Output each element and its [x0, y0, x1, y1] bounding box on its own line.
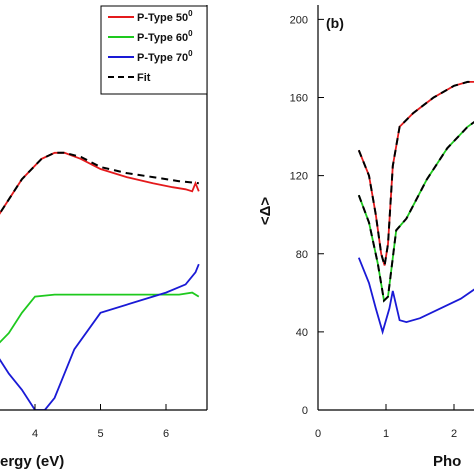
- panel-a-x-tick-label: 4: [32, 428, 38, 440]
- panel-b-y-tick-label: 0: [302, 405, 308, 417]
- panel-b-series-line-4: [357, 120, 474, 303]
- panel-b-series-group: [357, 80, 474, 336]
- panel-a-legend: P-Type 500 P-Type 600 P-Type 700 Fit: [100, 5, 208, 95]
- panel-b-x-tick-label: 2: [451, 428, 457, 440]
- panel-b-y-axis-label: <Δ>: [257, 197, 274, 226]
- panel-b-x-tick-label: 1: [383, 428, 389, 440]
- legend-label-superscript: 0: [188, 49, 193, 58]
- panel-a-series-line-1: [0, 291, 200, 344]
- panel-a-x-ticks: 4 5 6: [32, 404, 169, 440]
- panel-b-series-line-3: [357, 80, 474, 266]
- panel-b-x-axis-label: Pho: [433, 453, 461, 470]
- panel-a-series-line-2: [0, 263, 200, 410]
- panel-a-series-line-3: [0, 151, 199, 215]
- legend-label: P-Type 600: [137, 29, 193, 44]
- legend-label: P-Type 500: [137, 9, 193, 24]
- legend-label-superscript: 0: [188, 29, 193, 38]
- panel-b-y-tick-label: 200: [290, 14, 308, 26]
- legend-box: [100, 5, 208, 95]
- panel-b-series-line-2: [357, 257, 474, 336]
- panel-b-y-tick-label: 120: [290, 171, 308, 183]
- legend-label-superscript: 0: [188, 9, 193, 18]
- panel-b-x-ticks: 0 1 2: [315, 404, 457, 440]
- panel-a-x-tick-label: 6: [163, 428, 169, 440]
- legend-label: Fit: [137, 72, 151, 84]
- panel-b-y-ticks: 0 40 80 120 160 200: [290, 14, 324, 417]
- panel-b-y-tick-label: 80: [296, 249, 308, 261]
- panel-b-y-tick-label: 40: [296, 327, 308, 339]
- panel-a-x-axis-label: ergy (eV): [0, 453, 64, 470]
- panel-a-x-tick-label: 5: [97, 428, 103, 440]
- panel-b-y-tick-label: 160: [290, 93, 308, 105]
- panel-b-x-tick-label: 0: [315, 428, 321, 440]
- panel-b: 0 1 2 0 40 80 120 160 200 (b) <Δ> Pho: [257, 5, 474, 470]
- panel-b-label: (b): [326, 15, 344, 31]
- legend-label: P-Type 700: [137, 49, 193, 64]
- panel-a-series-group: [0, 151, 200, 410]
